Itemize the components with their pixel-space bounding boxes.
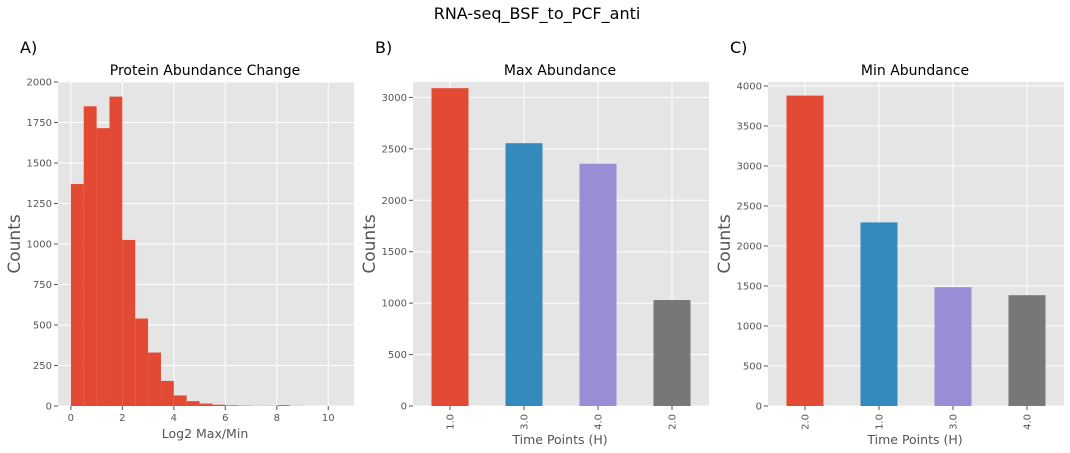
panel-b-label: B) [375, 38, 392, 57]
bar [431, 88, 469, 407]
x-tick-label: 2.0 [801, 414, 812, 430]
x-tick-label: 0 [68, 413, 74, 424]
x-tick-label: 10 [322, 413, 335, 424]
panel-a-bars [70, 96, 303, 407]
panel-c-title: Min Abundance [861, 63, 969, 79]
histogram-bar [135, 318, 149, 406]
histogram-bar [199, 403, 213, 406]
y-tick-label: 1250 [27, 199, 52, 210]
y-tick-label: 1500 [737, 282, 762, 293]
figure-suptitle: RNA-seq_BSF_to_PCF_anti [434, 4, 641, 24]
panel-a-xlabel: Log2 Max/Min [162, 426, 249, 441]
panel-c-xlabel: Time Points (H) [866, 432, 962, 447]
x-tick-label: 2.0 [668, 414, 679, 430]
y-tick-label: 2500 [382, 144, 407, 155]
y-tick-label: 1500 [382, 247, 407, 258]
y-tick-label: 4000 [737, 82, 762, 93]
panel-b-ylabel: Counts [360, 214, 380, 273]
panel-b-bars [431, 88, 691, 407]
panel-c-xticks: 2.0 1.0 3.0 4.0 [801, 406, 1034, 430]
histogram-bar [122, 239, 136, 406]
y-tick-label: 2000 [382, 196, 407, 207]
x-tick-label: 6 [222, 413, 228, 424]
y-tick-label: 500 [743, 362, 762, 373]
x-tick-label: 8 [274, 413, 280, 424]
bar [505, 143, 543, 406]
y-tick-label: 750 [33, 280, 52, 291]
histogram-bar [186, 401, 200, 406]
histogram-bar [148, 352, 161, 406]
x-tick-label: 4 [171, 413, 177, 424]
y-tick-label: 1750 [27, 118, 52, 129]
y-tick-label: 2500 [737, 202, 762, 213]
panel-c-ylabel: Counts [715, 214, 735, 273]
bar [860, 222, 898, 406]
panel-a-label: A) [20, 38, 37, 57]
histogram-bar [109, 96, 123, 406]
bar [1008, 295, 1046, 406]
histogram-bar [96, 128, 110, 407]
histogram-bar [276, 405, 290, 406]
y-tick-label: 1500 [27, 159, 52, 170]
x-tick-label: 3.0 [949, 414, 960, 430]
panel-c-label: C) [730, 38, 747, 57]
y-tick-label: 3000 [737, 162, 762, 173]
y-tick-label: 3500 [737, 122, 762, 133]
y-tick-label: 1000 [382, 299, 407, 310]
y-tick-label: 250 [33, 361, 52, 372]
x-tick-label: 2 [119, 413, 125, 424]
panel-c-yticks: 0 500 1000 1500 2000 2500 3000 3500 4000 [737, 82, 768, 413]
histogram-bar [212, 404, 226, 406]
panel-a-ylabel: Counts [5, 214, 25, 273]
panel-b-xticks: 1.0 3.0 4.0 2.0 [446, 406, 679, 430]
panel-a-xticks: 0 2 4 6 8 10 [68, 406, 335, 424]
y-tick-label: 2000 [737, 242, 762, 253]
panel-b-yticks: 0 500 1000 1500 2000 2500 3000 [382, 93, 413, 413]
panel-c-bars [786, 95, 1046, 406]
panel-b-title: Max Abundance [504, 63, 616, 79]
y-tick-label: 3000 [382, 93, 407, 104]
x-tick-label: 3.0 [520, 414, 531, 430]
panel-b-xlabel: Time Points (H) [511, 432, 607, 447]
x-tick-label: 4.0 [594, 414, 605, 430]
y-tick-label: 2000 [27, 78, 52, 89]
panel-a-yticks: 0 250 500 750 1000 1250 1500 1750 2000 [27, 78, 58, 413]
histogram-bar [173, 395, 187, 406]
panel-a-title: Protein Abundance Change [110, 63, 300, 79]
x-tick-label: 1.0 [446, 414, 457, 430]
y-tick-label: 1000 [737, 322, 762, 333]
y-tick-label: 0 [756, 402, 762, 413]
bar [579, 163, 617, 406]
y-tick-label: 500 [33, 321, 52, 332]
panel-c: C) Min Abundance 0 500 1000 1500 2000 2500 300… [715, 38, 1064, 447]
x-tick-label: 4.0 [1023, 414, 1034, 430]
x-tick-label: 1.0 [875, 414, 886, 430]
histogram-bar [225, 405, 239, 406]
histogram-bar [83, 106, 97, 407]
y-tick-label: 1000 [27, 240, 52, 251]
bar [653, 300, 691, 406]
y-tick-label: 500 [388, 350, 407, 361]
panel-b: B) Max Abundance 0 500 1000 1500 2000 2500 300… [360, 38, 709, 447]
bar [786, 95, 824, 406]
histogram-bar [160, 380, 174, 406]
bar [934, 287, 972, 406]
histogram-bar [70, 184, 84, 406]
y-tick-label: 0 [46, 402, 52, 413]
panel-a: A) Protein Abundance Change 0 250 500 750 10… [5, 38, 354, 441]
y-tick-label: 0 [401, 402, 407, 413]
